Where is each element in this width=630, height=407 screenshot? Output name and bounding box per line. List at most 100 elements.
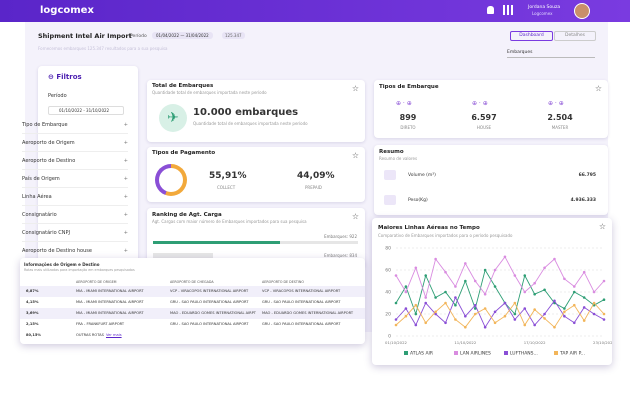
resumo-value: 4.936.333 [570, 198, 596, 203]
apps[interactable] [503, 5, 513, 15]
x-tick-label: 17/10/2022 [524, 340, 546, 345]
legend-label: TAP AIR P... [559, 351, 585, 357]
line [395, 255, 605, 300]
point [602, 312, 606, 316]
point [473, 307, 477, 310]
ranking-bar-fill [153, 241, 281, 244]
legend-label: ATLAS AIR [410, 351, 433, 357]
point [404, 307, 408, 310]
point [464, 279, 467, 283]
routes-table: Informações de Origem e Destino Rotas ma… [20, 258, 365, 344]
filter-item[interactable]: País de Origem [22, 170, 128, 188]
line-chart-card: Maiores Linhas Aéreas no Tempo Comparativ… [372, 218, 612, 365]
legend-swatch [454, 351, 458, 355]
y-tick-label: 80 [385, 246, 391, 252]
table-header: AEROPORTO DE ORIGEM [76, 280, 117, 284]
point [424, 274, 428, 277]
favorite[interactable]: ☆ [351, 151, 359, 160]
point [543, 312, 546, 316]
ranking-placeholder [153, 253, 213, 258]
point [572, 321, 576, 325]
total-subtitle: Quantidade total de embarques importada … [152, 90, 267, 95]
point [543, 266, 546, 270]
user-company: Logcomex [532, 11, 553, 16]
point [464, 262, 467, 265]
line [395, 268, 605, 316]
badge: 125.347 [222, 32, 245, 39]
select[interactable]: Embarques [507, 50, 595, 58]
tab-dashboard[interactable]: Dashboard [510, 31, 553, 41]
pagamento-label: COLLECT [217, 185, 236, 190]
point [563, 307, 566, 310]
favorite[interactable]: ☆ [594, 84, 602, 93]
filter-item[interactable]: Tipo de Embarque [22, 116, 128, 134]
y-tick-label: 60 [385, 268, 391, 274]
point [513, 274, 517, 277]
point [513, 312, 517, 316]
filter-item[interactable]: Consignatário CNPJ [22, 224, 128, 242]
y-tick-label: 40 [385, 290, 391, 296]
tipo-label: DIRETO [400, 125, 416, 130]
point [582, 319, 586, 322]
point [582, 270, 586, 274]
table-cell: MIA - MIAMI INTERNATIONAL AIRPORT [76, 300, 144, 304]
filter-item[interactable]: Aeroporto de Origem [22, 134, 128, 152]
table-cell: OUTRAS ROTAS [76, 333, 104, 337]
ranking-title: Ranking de Agt. Carga [152, 212, 222, 218]
filters-period[interactable]: 01/10/2022 - 31/10/2022 [48, 106, 124, 115]
point [444, 270, 447, 274]
table-header: AEROPORTO DE DESTINO [262, 280, 304, 284]
chart-title: Maiores Linhas Aéreas no Tempo [378, 224, 480, 231]
resumo-value: 66.795 [578, 173, 596, 178]
legend-swatch [504, 351, 508, 355]
total-caption: Quantidade total de embarques importada … [193, 121, 308, 126]
table-cell: 80,15% [26, 333, 41, 337]
tipo-value: 2.504 [547, 113, 573, 122]
favorite[interactable]: ☆ [351, 212, 359, 221]
table-cell: VCP - VIRACOPOS INTERNATIONAL AIRPORT [170, 289, 249, 293]
avatar[interactable] [574, 3, 590, 19]
filter-item[interactable]: Linha Aérea [22, 188, 128, 206]
point [483, 292, 487, 296]
line-chart: Maiores Linhas Aéreas no Tempo Comparativ… [378, 224, 612, 357]
logo: logcomex [40, 5, 94, 16]
table-header: AEROPORTO DE CHEGADA [170, 280, 214, 284]
filter-item[interactable]: Consignatário [22, 206, 128, 224]
table-row: 4,15% MIA - MIAMI INTERNATIONAL AIRPORT GR… [20, 297, 365, 308]
point [444, 321, 447, 325]
total-card: Total de Embarques Quantidade total de e… [147, 80, 365, 142]
tipos-title: Tipos de Embarque [379, 84, 439, 90]
period[interactable]: 01/04/2022 — 31/04/2022 [152, 32, 213, 39]
point [454, 296, 457, 299]
line [395, 296, 605, 329]
table-cell: 4,15% [26, 300, 39, 304]
point [553, 299, 556, 303]
ranking-value: Embarques: 834 [324, 253, 357, 258]
point [394, 318, 398, 321]
point [414, 312, 418, 316]
total-title: Total de Embarques [152, 83, 214, 89]
filter-item[interactable]: Aeroporto de Destino [22, 152, 128, 170]
table-footer: 80,15% OUTRAS ROTAS Ver mais [20, 330, 365, 341]
favorite[interactable]: ☆ [598, 222, 606, 231]
point [582, 296, 586, 299]
x-tick-label: 11/10/2022 [454, 340, 476, 345]
point [424, 301, 428, 305]
ranking-value: Embarques: 922 [324, 234, 357, 239]
header: logcomex Jordana Souza Logcomex [0, 0, 630, 22]
point [602, 318, 606, 321]
point [572, 290, 576, 294]
point [394, 301, 398, 305]
bell[interactable] [487, 6, 494, 14]
table-cell: MAO - EDUARDO GOMES INTERNATIONAL AIRPT [170, 311, 257, 315]
point [414, 323, 418, 327]
table-link[interactable]: Ver mais [106, 333, 122, 337]
tab-details[interactable]: Detalhes [554, 31, 596, 41]
favorite[interactable]: ☆ [351, 84, 359, 93]
period-label: Período [130, 34, 147, 39]
pagamento-title: Tipos de Pagamento [152, 150, 216, 156]
table-cell: FRA - FRANKFURT AIRPORT [76, 322, 125, 326]
point [533, 292, 536, 296]
point [563, 314, 566, 318]
